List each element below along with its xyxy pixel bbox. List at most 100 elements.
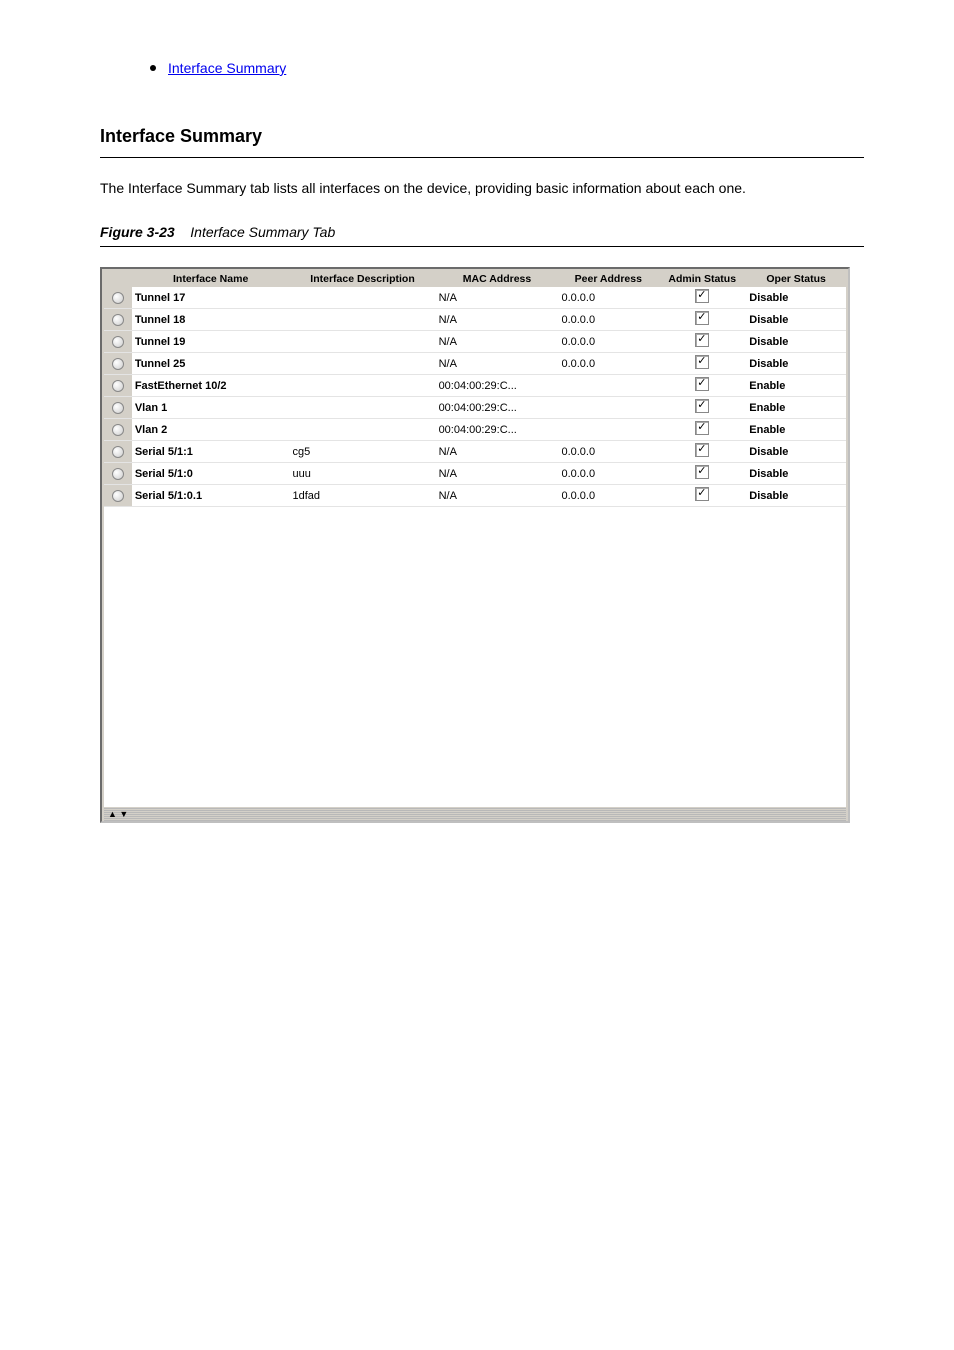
interface-table: Interface Name Interface Description MAC…: [104, 271, 846, 507]
cell-oper: Disable: [746, 287, 846, 309]
cell-oper: Enable: [746, 397, 846, 419]
cell-admin[interactable]: [658, 353, 746, 375]
check-icon[interactable]: [695, 399, 709, 413]
cell-desc: [289, 309, 435, 331]
check-icon[interactable]: [695, 355, 709, 369]
cell-admin[interactable]: [658, 397, 746, 419]
cell-desc: [289, 397, 435, 419]
cell-desc: cg5: [289, 441, 435, 463]
row-radio[interactable]: [104, 419, 132, 441]
row-radio[interactable]: [104, 397, 132, 419]
cell-desc: [289, 353, 435, 375]
interface-summary-link[interactable]: Interface Summary: [168, 60, 286, 76]
cell-peer: 0.0.0.0: [558, 485, 658, 507]
cell-oper: Disable: [746, 353, 846, 375]
row-radio[interactable]: [104, 463, 132, 485]
cell-admin[interactable]: [658, 375, 746, 397]
cell-mac: N/A: [436, 331, 559, 353]
section-title: Interface Summary: [100, 126, 864, 147]
cell-name: Serial 5/1:0: [132, 463, 290, 485]
check-icon[interactable]: [695, 333, 709, 347]
row-radio[interactable]: [104, 353, 132, 375]
cell-mac: N/A: [436, 463, 559, 485]
table-row[interactable]: Tunnel 17 N/A0.0.0.0 Disable: [104, 287, 846, 309]
cell-admin[interactable]: [658, 419, 746, 441]
cell-mac: N/A: [436, 441, 559, 463]
figure-divider: [100, 246, 864, 247]
table-header-row: Interface Name Interface Description MAC…: [104, 271, 846, 287]
cell-admin[interactable]: [658, 331, 746, 353]
cell-mac: N/A: [436, 309, 559, 331]
cell-desc: [289, 287, 435, 309]
cell-name: FastEthernet 10/2: [132, 375, 290, 397]
bullet-icon: [150, 65, 156, 71]
check-icon[interactable]: [695, 421, 709, 435]
row-radio[interactable]: [104, 331, 132, 353]
cell-peer: [558, 419, 658, 441]
cell-peer: 0.0.0.0: [558, 331, 658, 353]
table-row[interactable]: Vlan 200:04:00:29:C...Enable: [104, 419, 846, 441]
check-icon[interactable]: [695, 311, 709, 325]
cell-admin[interactable]: [658, 485, 746, 507]
table-empty-area: [104, 507, 846, 807]
col-select: [104, 271, 132, 287]
table-row[interactable]: FastEthernet 10/2 00:04:00:29:C... Enable: [104, 375, 846, 397]
check-icon[interactable]: [695, 443, 709, 457]
figure-caption: Figure 3-23 Interface Summary Tab: [100, 224, 864, 240]
cell-peer: 0.0.0.0: [558, 309, 658, 331]
cell-desc: 1dfad: [289, 485, 435, 507]
check-icon[interactable]: [695, 487, 709, 501]
cell-oper: Disable: [746, 485, 846, 507]
cell-oper: Enable: [746, 375, 846, 397]
col-name[interactable]: Interface Name: [132, 271, 290, 287]
cell-peer: [558, 397, 658, 419]
cell-peer: [558, 375, 658, 397]
row-radio[interactable]: [104, 309, 132, 331]
cell-peer: 0.0.0.0: [558, 287, 658, 309]
cell-oper: Disable: [746, 441, 846, 463]
cell-name: Serial 5/1:0.1: [132, 485, 290, 507]
sort-arrows-icon[interactable]: ▲ ▼: [108, 809, 128, 819]
cell-admin[interactable]: [658, 441, 746, 463]
table-row[interactable]: Serial 5/1:0uuuN/A0.0.0.0 Disable: [104, 463, 846, 485]
cell-admin[interactable]: [658, 463, 746, 485]
table-row[interactable]: Tunnel 19N/A0.0.0.0Disable: [104, 331, 846, 353]
cell-admin[interactable]: [658, 287, 746, 309]
cell-desc: uuu: [289, 463, 435, 485]
figure-caption-text: Interface Summary Tab: [190, 224, 335, 240]
row-radio[interactable]: [104, 287, 132, 309]
cell-oper: Disable: [746, 331, 846, 353]
table-row[interactable]: Vlan 1 00:04:00:29:C... Enable: [104, 397, 846, 419]
table-row[interactable]: Serial 5/1:1cg5N/A0.0.0.0Disable: [104, 441, 846, 463]
figure-label: Figure 3-23: [100, 224, 175, 240]
col-oper[interactable]: Oper Status: [746, 271, 846, 287]
col-desc[interactable]: Interface Description: [289, 271, 435, 287]
cell-name: Serial 5/1:1: [132, 441, 290, 463]
col-peer[interactable]: Peer Address: [558, 271, 658, 287]
table-row[interactable]: Tunnel 18N/A0.0.0.0Disable: [104, 309, 846, 331]
row-radio[interactable]: [104, 485, 132, 507]
table-footer-bar: ▲ ▼: [104, 807, 846, 821]
table-row[interactable]: Tunnel 25N/A0.0.0.0Disable: [104, 353, 846, 375]
cell-name: Vlan 1: [132, 397, 290, 419]
cell-oper: Disable: [746, 463, 846, 485]
check-icon[interactable]: [695, 289, 709, 303]
row-radio[interactable]: [104, 441, 132, 463]
cell-admin[interactable]: [658, 309, 746, 331]
check-icon[interactable]: [695, 465, 709, 479]
table-row[interactable]: Serial 5/1:0.11dfadN/A0.0.0.0Disable: [104, 485, 846, 507]
cell-mac: 00:04:00:29:C...: [436, 375, 559, 397]
col-mac[interactable]: MAC Address: [436, 271, 559, 287]
col-admin[interactable]: Admin Status: [658, 271, 746, 287]
cell-mac: 00:04:00:29:C...: [436, 419, 559, 441]
row-radio[interactable]: [104, 375, 132, 397]
cell-mac: N/A: [436, 287, 559, 309]
cell-name: Tunnel 17: [132, 287, 290, 309]
cell-desc: [289, 375, 435, 397]
cell-desc: [289, 419, 435, 441]
cell-mac: 00:04:00:29:C...: [436, 397, 559, 419]
section-divider: [100, 157, 864, 158]
cell-name: Vlan 2: [132, 419, 290, 441]
check-icon[interactable]: [695, 377, 709, 391]
cell-peer: 0.0.0.0: [558, 463, 658, 485]
